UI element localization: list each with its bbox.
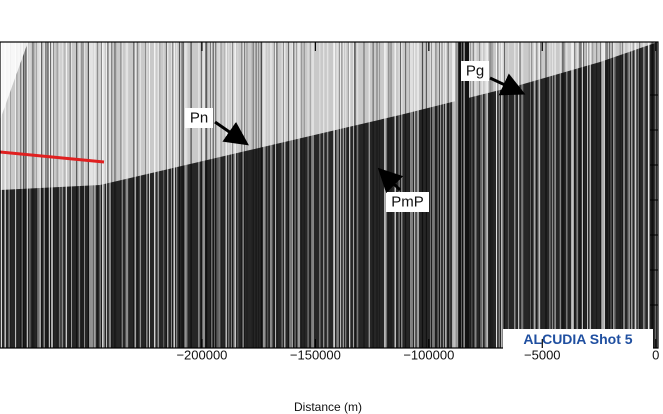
arrow [377, 167, 404, 194]
noisy-trace-band [455, 42, 469, 348]
wavefield [0, 42, 658, 348]
annotation: Pg [461, 61, 526, 96]
right-axis [650, 94, 658, 306]
x-tick-label: 0 [652, 347, 659, 362]
x-axis: −200000 −150000 −100000 −5000 0 [176, 42, 659, 362]
annotation-text: Pg [466, 62, 484, 79]
blank-wedge [0, 42, 28, 120]
annotation-box [461, 61, 489, 81]
annotation: Pn [185, 108, 249, 146]
annotation-box [386, 192, 429, 212]
annotation: PmP [377, 167, 429, 212]
annotation-text: PmP [391, 193, 424, 210]
annotation-box [185, 108, 213, 128]
shot-label: ALCUDIA Shot 5 [523, 331, 632, 347]
arrow [489, 73, 526, 96]
x-tick-label: −5000 [524, 347, 561, 362]
plot-frame [0, 41, 659, 349]
model-line [0, 150, 105, 164]
arrow [214, 120, 249, 146]
x-tick-label: −150000 [290, 347, 341, 362]
plot-area [0, 42, 658, 348]
x-axis-title: Distance (m) [294, 400, 362, 414]
x-tick-label: −200000 [176, 347, 227, 362]
annotation-text: Pn [190, 109, 208, 126]
traces [0, 42, 658, 348]
x-tick-label: −100000 [403, 347, 454, 362]
shot-label-box [503, 329, 653, 351]
